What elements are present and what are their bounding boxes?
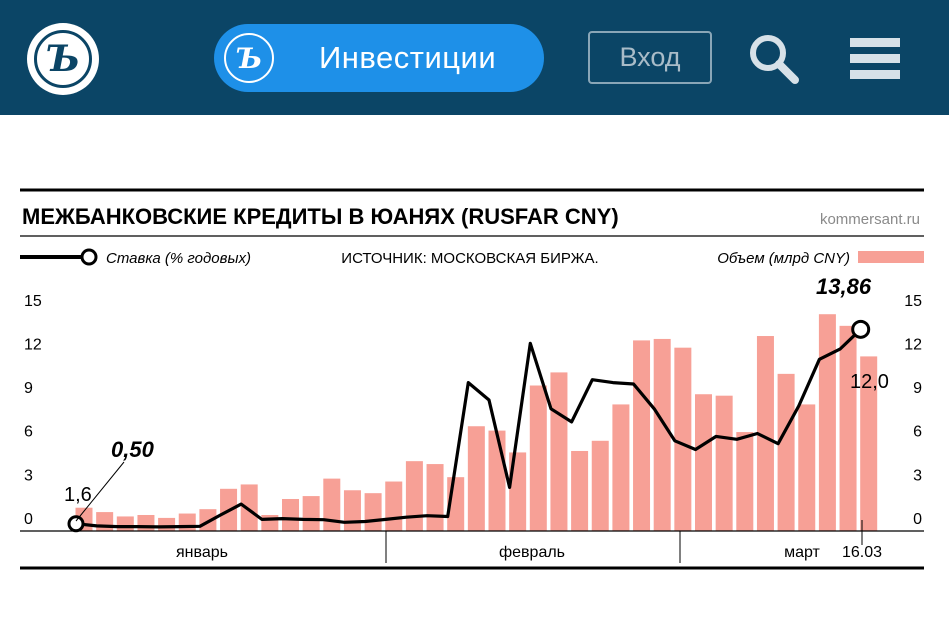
volume-bar — [488, 430, 506, 531]
volume-bars — [75, 314, 878, 531]
volume-bar — [571, 450, 589, 531]
volume-bar — [343, 490, 361, 531]
volume-bar — [282, 498, 299, 531]
hamburger-menu-icon[interactable] — [850, 38, 900, 80]
volume-bar — [323, 478, 341, 531]
volume-bar — [96, 512, 114, 531]
volume-bar — [240, 484, 258, 531]
volume-bar — [116, 516, 134, 531]
end-date-label: 16.03 — [842, 544, 882, 561]
rate-line-path — [75, 328, 862, 529]
volume-bar — [158, 517, 176, 531]
investments-logo-icon: Ъ — [224, 33, 274, 83]
volume-bar — [736, 432, 754, 531]
rate-end-annotation: 13,86 — [816, 274, 872, 299]
y-axis-left: 0 3 6 9 12 15 — [24, 293, 42, 528]
volume-bar — [302, 496, 320, 531]
y-tick-right-6: 6 — [913, 424, 922, 441]
month-label-january: январь — [176, 544, 228, 561]
legend-line-label: Ставка (% годовых) — [106, 250, 251, 267]
volume-bar — [364, 493, 382, 531]
rate-end-marker — [851, 319, 871, 339]
legend-line-marker — [80, 248, 98, 266]
volume-bar — [633, 340, 651, 531]
y-tick-left-6: 6 — [24, 424, 33, 441]
investments-label: Инвестиции — [319, 40, 497, 75]
y-tick-right-0: 0 — [913, 511, 922, 528]
kommersant-logo[interactable]: Ъ — [27, 23, 99, 95]
rate-line — [67, 319, 871, 533]
y-tick-left-9: 9 — [24, 380, 33, 397]
volume-bar — [756, 336, 774, 531]
y-tick-right-15: 15 — [904, 293, 922, 310]
volume-bar — [839, 325, 857, 531]
login-button[interactable]: Вход — [588, 31, 712, 84]
volume-bar — [467, 426, 485, 531]
volume-bar — [529, 385, 547, 531]
kommersant-logo-mark: Ъ — [34, 30, 92, 88]
y-tick-right-12: 12 — [904, 336, 922, 353]
volume-bar — [385, 481, 403, 531]
search-icon[interactable] — [748, 33, 800, 85]
volume-bar — [137, 514, 155, 531]
y-tick-left-15: 15 — [24, 293, 42, 310]
volume-bar — [405, 461, 423, 531]
chart-source: ИСТОЧНИК: МОСКОВСКАЯ БИРЖА. — [341, 250, 598, 267]
investments-button[interactable]: Ъ Инвестиции — [214, 24, 544, 92]
volume-bar — [860, 356, 878, 531]
volume-bar — [426, 464, 444, 531]
y-tick-right-9: 9 — [913, 380, 922, 397]
volume-bar — [798, 404, 816, 531]
volume-bar — [715, 395, 733, 531]
volume-bar — [674, 347, 692, 531]
volume-bar — [695, 394, 712, 531]
volume-bar — [178, 513, 196, 531]
volume-bar — [777, 373, 795, 531]
volume-start-annotation: 1,6 — [64, 484, 92, 506]
volume-bar — [653, 338, 671, 531]
month-label-march: март — [784, 544, 820, 561]
rate-start-annotation: 0,50 — [111, 437, 155, 462]
y-tick-left-0: 0 — [24, 511, 33, 528]
y-axis-right: 0 3 6 9 12 15 — [904, 293, 922, 528]
volume-bar — [818, 314, 836, 531]
legend-bar-label: Объем (млрд CNY) — [717, 250, 850, 267]
top-navigation-bar: Ъ Ъ Инвестиции Вход — [0, 0, 949, 115]
rate-start-marker — [67, 515, 85, 533]
y-tick-left-12: 12 — [24, 336, 42, 353]
y-tick-right-3: 3 — [913, 467, 922, 484]
month-label-february: февраль — [499, 544, 565, 561]
volume-bar — [591, 440, 609, 531]
rate-start-leader — [75, 461, 125, 522]
chart-title: МЕЖБАНКОВСКИЕ КРЕДИТЫ В ЮАНЯХ (RUSFAR CN… — [22, 204, 619, 229]
y-tick-left-3: 3 — [24, 467, 33, 484]
legend-bar-swatch — [858, 251, 924, 263]
volume-end-annotation: 12,0 — [850, 371, 889, 393]
volume-bar — [612, 404, 630, 531]
volume-bar — [550, 372, 568, 531]
chart-watermark: kommersant.ru — [820, 211, 920, 228]
